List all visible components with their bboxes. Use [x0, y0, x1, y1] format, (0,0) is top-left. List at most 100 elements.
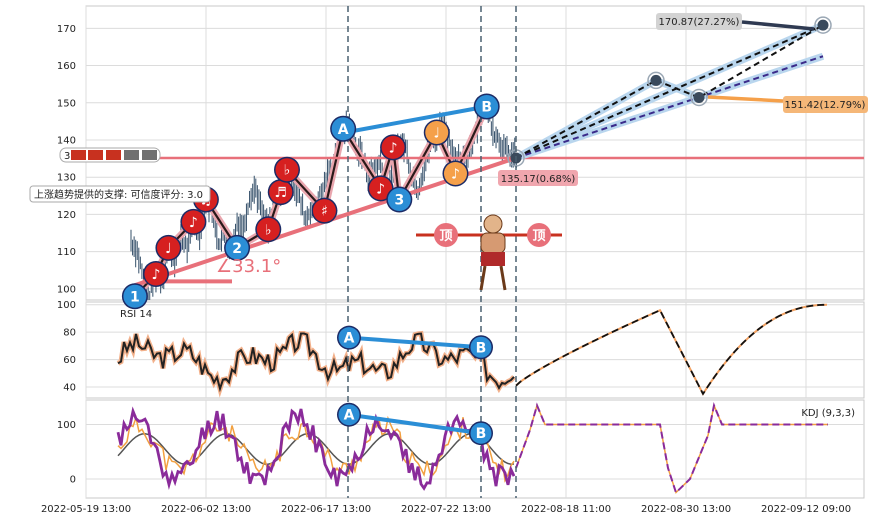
wave-marker-label: B — [481, 99, 492, 115]
target-node — [693, 91, 705, 103]
rsi-line — [117, 332, 515, 393]
rsi-marker — [470, 336, 492, 358]
wave-marker-fill — [275, 158, 299, 182]
wave-marker-label: ♯ — [321, 204, 328, 220]
ab-divergence-line — [342, 104, 488, 135]
mascot-leg — [479, 265, 487, 291]
wave-marker: ♭ — [274, 156, 300, 183]
top-signal-badge — [527, 223, 551, 247]
level-tag-label: 3 — [64, 151, 70, 162]
price-y-tick-label: 120 — [57, 210, 76, 221]
kdj-marker-label: A — [344, 408, 355, 424]
wave-marker-label: ♬ — [274, 185, 287, 201]
wave-marker: ♪ — [142, 260, 169, 287]
wave-marker-label: 2 — [232, 241, 242, 257]
rsi-marker — [338, 327, 360, 349]
angle-label: ∠33.1° — [216, 256, 281, 277]
rsi-y-tick-label: 60 — [63, 355, 76, 366]
rsi-y-tick-label: 80 — [63, 328, 76, 339]
target-dashed-mid — [515, 55, 824, 159]
panel-frame-0 — [85, 5, 865, 301]
wave-marker: 3 — [386, 186, 413, 213]
wave-marker-fill — [123, 284, 147, 308]
panel-frame-2 — [85, 399, 865, 499]
target-high-tag: 170.87(27.27%) — [656, 13, 815, 31]
rsi-y-tick-label: 100 — [57, 300, 76, 311]
kdj-y-tick-label: 0 — [70, 474, 76, 485]
target-mid-box — [783, 96, 868, 113]
wave-marker-label: 3 — [394, 193, 404, 209]
price-y-tick-label: 140 — [57, 135, 76, 146]
kdj-marker — [338, 404, 360, 426]
target-high-box — [656, 13, 742, 30]
top-signal-badge — [434, 223, 458, 247]
wave-marker-fill — [381, 135, 405, 159]
rsi-ab-line — [348, 335, 482, 350]
kdj-j-line — [116, 406, 516, 491]
x-tick-label: 2022-05-19 13:00 — [41, 504, 131, 515]
wave-marker: ♪ — [367, 175, 394, 202]
x-tick-label: 2022-08-18 11:00 — [521, 504, 611, 515]
wave-marker-label: ♭ — [284, 163, 291, 179]
wave-marker: ♪ — [380, 134, 407, 161]
wave-marker-label: ♪ — [189, 215, 198, 231]
x-tick-label: 2022-09-12 09:00 — [761, 504, 851, 515]
mascot-head — [483, 214, 503, 234]
rsi-marker-label: A — [344, 331, 355, 347]
wave-marker-label: ♭ — [265, 222, 272, 238]
wave-marker-fill — [387, 188, 411, 212]
level-tag: 3 — [59, 147, 161, 163]
wave-marker: 1 — [121, 283, 148, 310]
wave-marker-label: ♪ — [451, 166, 460, 182]
support-note: 上涨趋势提供的支撑: 可信度评分: 3.0 — [29, 185, 211, 203]
wave-marker: B — [473, 93, 500, 120]
axis-labels: 2022-05-19 13:00 2022-06-02 13:00 2022-06-… — [41, 24, 855, 515]
wave-marker: ♪ — [180, 208, 207, 235]
rsi-marker-label: B — [476, 340, 487, 356]
wave-marker: ♬ — [267, 179, 294, 206]
wave-marker: ♩ — [155, 234, 182, 261]
wave-marker-fill — [181, 210, 205, 234]
wave-marker-fill — [331, 117, 355, 141]
x-tick-label: 2022-06-17 13:00 — [281, 504, 371, 515]
level-tag-icon — [142, 150, 157, 160]
mascot-body — [480, 232, 506, 254]
target-node-ring — [647, 71, 665, 90]
price-y-tick-label: 130 — [57, 173, 76, 184]
target-node — [650, 74, 662, 86]
support-value-text: 135.17(0.68%) — [501, 174, 576, 185]
wave-marker-fill — [156, 236, 180, 260]
target-node — [817, 19, 829, 31]
price-y-tick-label: 100 — [57, 284, 76, 295]
target-node-ring — [690, 88, 708, 107]
support-note-box — [29, 185, 211, 203]
rsi-y-tick-label: 40 — [63, 383, 76, 394]
top-signal-label: 顶 — [532, 229, 545, 244]
wave-marker: A — [330, 115, 357, 142]
wave-marker-fill — [443, 161, 467, 185]
mascot-leg — [499, 265, 507, 291]
target-high-arrow — [741, 20, 815, 31]
wave-marker-label: ♪ — [376, 181, 385, 197]
kdj-ab-line — [348, 412, 482, 436]
kdj-marker-label: B — [476, 426, 487, 442]
wave-marker-label: ♪ — [389, 140, 398, 156]
wave-marker: 2 — [224, 234, 251, 261]
wave-marker-label: 1 — [130, 289, 140, 305]
level-tag-icon — [71, 150, 86, 160]
wave-marker-fill — [269, 180, 293, 204]
wave-marker-fill — [312, 199, 336, 223]
top-signal-label: 顶 — [439, 229, 452, 244]
rsi-forecast-underlay — [515, 303, 828, 396]
target-dashed-high — [515, 24, 824, 159]
kdj-marker — [470, 422, 492, 444]
wave-marker-fill — [225, 236, 249, 260]
target-mid-tag: 151.42(12.79%) — [707, 95, 868, 113]
level-tag-icon — [106, 150, 121, 160]
wave-marker-fill — [475, 94, 499, 118]
mascot-shorts — [481, 252, 505, 266]
wave-marker-label: ♩ — [165, 241, 172, 257]
kdj-panel — [116, 402, 828, 495]
price-y-tick-label: 150 — [57, 98, 76, 109]
